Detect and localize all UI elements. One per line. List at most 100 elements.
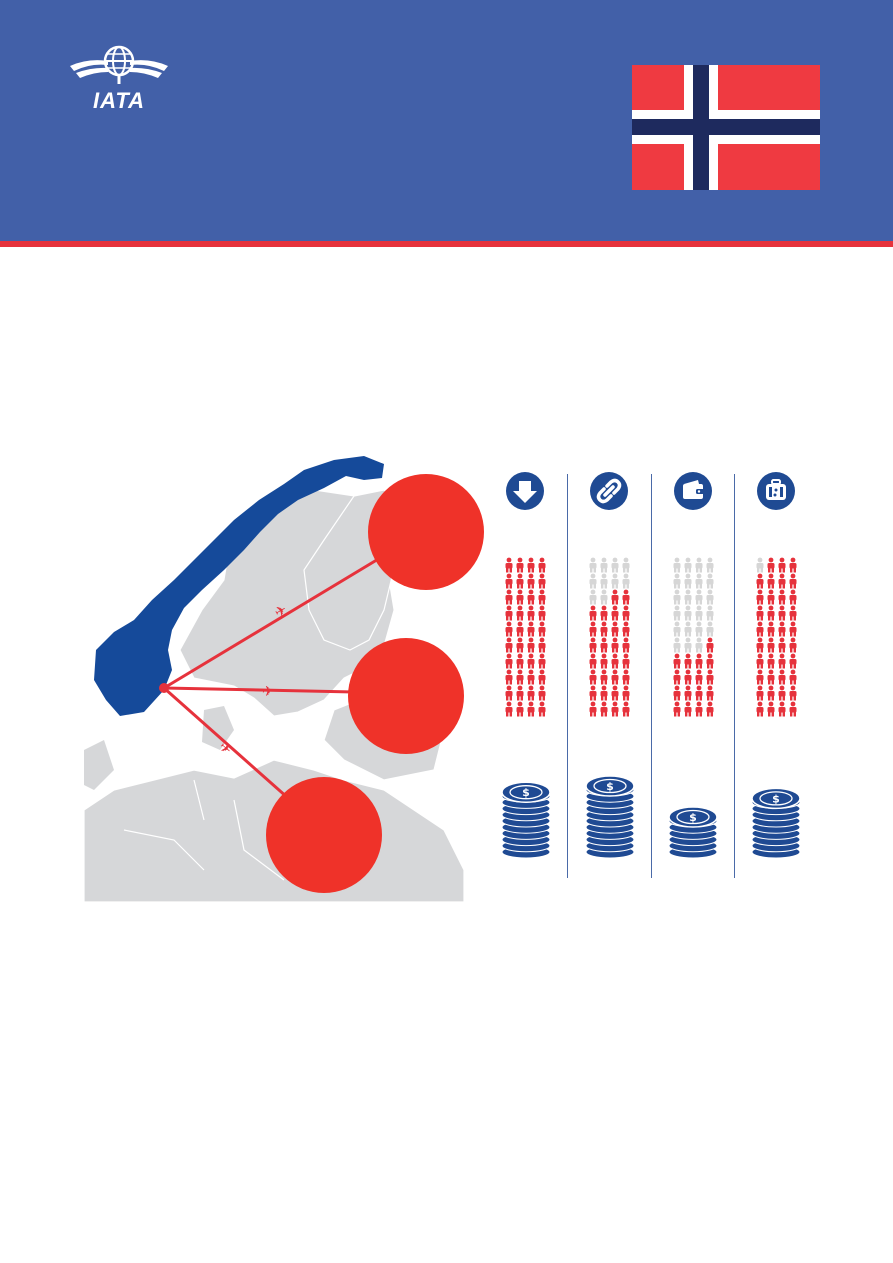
person-icon	[600, 589, 608, 605]
header-band: IATA	[0, 0, 893, 241]
person-icon	[538, 653, 546, 669]
person-icon	[622, 701, 630, 717]
coin-stack: $	[751, 787, 801, 859]
person-icon	[767, 589, 775, 605]
person-icon	[789, 653, 797, 669]
person-icon	[622, 573, 630, 589]
svg-text:$: $	[772, 792, 780, 805]
coin-stack: $	[501, 781, 551, 859]
person-icon	[589, 573, 597, 589]
person-icon	[789, 589, 797, 605]
person-icon	[589, 589, 597, 605]
person-icon	[611, 701, 619, 717]
people-grid	[673, 557, 714, 717]
person-icon	[706, 701, 714, 717]
dollar-coin-icon: $	[751, 787, 801, 810]
person-icon	[695, 557, 703, 573]
destination-circle-1	[368, 474, 484, 590]
person-icon	[778, 573, 786, 589]
airplane-icon: ✈	[262, 684, 274, 700]
person-icon	[622, 669, 630, 685]
person-icon	[673, 557, 681, 573]
person-icon	[778, 653, 786, 669]
person-icon	[589, 685, 597, 701]
person-icon	[538, 573, 546, 589]
person-icon	[706, 685, 714, 701]
dollar-coin-icon: $	[501, 781, 551, 803]
person-icon	[684, 605, 692, 621]
person-icon	[622, 605, 630, 621]
person-icon	[706, 653, 714, 669]
logo-text: IATA	[92, 88, 146, 113]
iata-logo: IATA	[68, 44, 170, 113]
column-divider	[651, 474, 652, 878]
person-icon	[611, 589, 619, 605]
person-icon	[789, 605, 797, 621]
person-icon	[706, 669, 714, 685]
destination-circle-3	[266, 777, 382, 893]
person-icon	[600, 701, 608, 717]
person-icon	[622, 589, 630, 605]
person-icon	[516, 637, 524, 653]
person-icon	[695, 685, 703, 701]
person-icon	[706, 637, 714, 653]
person-icon	[684, 653, 692, 669]
person-icon	[600, 573, 608, 589]
person-icon	[756, 621, 764, 637]
person-icon	[706, 573, 714, 589]
person-icon	[527, 557, 535, 573]
person-icon	[695, 669, 703, 685]
column-divider	[567, 474, 568, 878]
person-icon	[527, 605, 535, 621]
person-icon	[684, 701, 692, 717]
person-icon	[622, 637, 630, 653]
header-stripe	[0, 241, 893, 247]
person-icon	[756, 589, 764, 605]
person-icon	[516, 621, 524, 637]
svg-text:$: $	[522, 786, 530, 799]
iata-globe-wings-icon	[70, 45, 168, 84]
person-icon	[684, 621, 692, 637]
person-icon	[505, 637, 513, 653]
person-icon	[778, 621, 786, 637]
person-icon	[684, 573, 692, 589]
person-icon	[778, 669, 786, 685]
person-icon	[589, 605, 597, 621]
person-icon	[673, 573, 681, 589]
person-icon	[611, 621, 619, 637]
luggage-icon	[757, 472, 795, 510]
person-icon	[622, 685, 630, 701]
person-icon	[538, 589, 546, 605]
person-icon	[622, 653, 630, 669]
person-icon	[789, 557, 797, 573]
dollar-coin-icon: $	[668, 806, 718, 828]
person-icon	[589, 669, 597, 685]
person-icon	[527, 685, 535, 701]
people-grid	[756, 557, 797, 717]
people-grid	[589, 557, 630, 717]
person-icon	[516, 653, 524, 669]
person-icon	[516, 669, 524, 685]
person-icon	[695, 589, 703, 605]
destination-circle-2	[348, 638, 464, 754]
person-icon	[756, 557, 764, 573]
person-icon	[516, 557, 524, 573]
person-icon	[527, 701, 535, 717]
person-icon	[611, 637, 619, 653]
people-grid	[505, 557, 546, 717]
person-icon	[789, 685, 797, 701]
person-icon	[695, 621, 703, 637]
person-icon	[673, 669, 681, 685]
person-icon	[527, 653, 535, 669]
person-icon	[611, 669, 619, 685]
svg-text:$: $	[689, 811, 697, 824]
person-icon	[611, 557, 619, 573]
person-icon	[538, 669, 546, 685]
norway-land	[94, 456, 384, 716]
person-icon	[756, 637, 764, 653]
person-icon	[767, 557, 775, 573]
person-icon	[600, 653, 608, 669]
person-icon	[505, 685, 513, 701]
person-icon	[756, 701, 764, 717]
europe-map: ✈ ✈ ✈	[84, 456, 484, 902]
